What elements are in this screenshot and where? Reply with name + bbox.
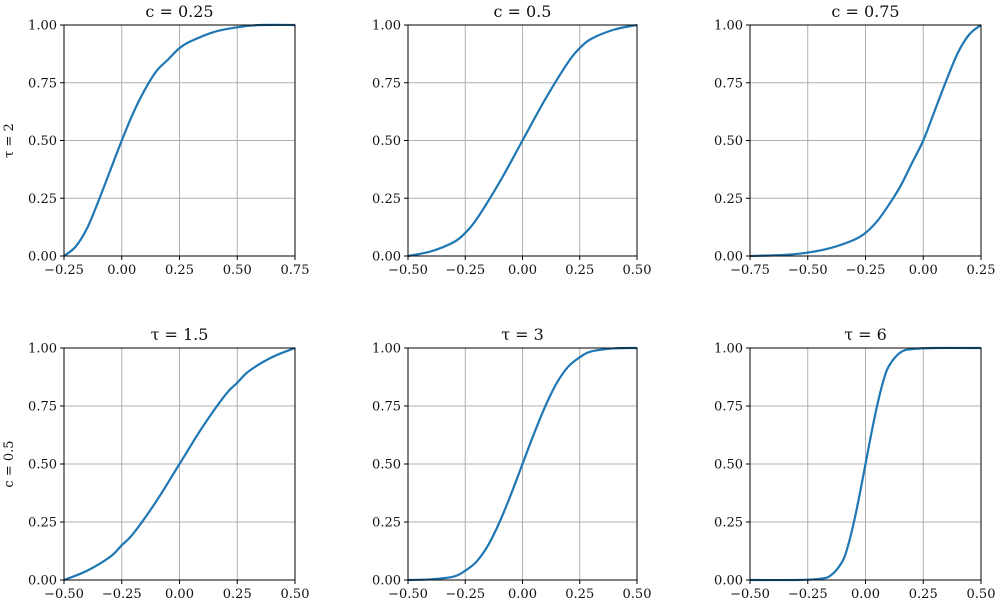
y-tick-label: 0.50 [714,134,743,149]
y-tick-label: 0.00 [714,250,743,265]
series-line-1 [749,24,982,258]
x-tick-label: 0.50 [623,263,652,278]
y-tick-label: 0.50 [372,458,401,473]
y-tick-label: 0.25 [714,516,743,531]
y-tick-label: 0.75 [372,400,401,415]
x-tick-label: 0.00 [107,263,136,278]
x-tick-label: −0.50 [388,587,428,602]
y-tick-label: 1.00 [714,19,743,34]
x-tick-label: 0.00 [909,263,938,278]
x-tick-label: 0.00 [508,587,537,602]
series-line-1 [407,346,638,582]
series-line-1 [407,23,638,258]
x-tick-label: 0.00 [165,587,194,602]
x-tick-label: −0.50 [388,263,428,278]
x-tick-label: 0.50 [967,587,996,602]
y-tick-label: 1.00 [372,342,401,357]
y-tick-label: 1.00 [28,342,57,357]
x-tick-label: 0.25 [967,263,996,278]
x-tick-label: 0.00 [851,587,880,602]
y-tick-label: 0.50 [372,134,401,149]
x-tick-label: −0.75 [730,263,770,278]
y-tick-label: 0.00 [28,574,57,589]
x-tick-label: −0.25 [102,587,142,602]
subplot-5: −0.50 −0.25 0.00 0.25 0.50 0.00 0.25 0.50 0.75 1.… [372,325,651,602]
subplot-title: c = 0.5 [494,2,552,21]
row-label: c = 0.5 [2,440,17,487]
x-tick-label: −0.25 [846,263,886,278]
y-tick-label: 0.50 [28,458,57,473]
subplot-2: −0.50 −0.25 0.00 0.25 0.50 0.00 0.25 0.50 0.75 1.… [372,2,651,278]
subplot-title: τ = 1.5 [151,325,209,344]
subplot-title: c = 0.75 [831,2,899,21]
y-tick-label: 0.75 [714,76,743,91]
y-tick-label: 1.00 [28,19,57,34]
y-tick-label: 0.75 [28,400,57,415]
y-tick-label: 1.00 [714,342,743,357]
x-tick-label: 0.00 [508,263,537,278]
x-tick-label: −0.50 [788,263,828,278]
y-tick-label: 0.25 [28,192,57,207]
x-tick-label: 0.25 [909,587,938,602]
x-tick-label: 0.25 [565,263,594,278]
y-tick-label: 0.75 [714,400,743,415]
y-tick-label: 0.00 [28,250,57,265]
y-tick-label: 0.00 [372,250,401,265]
x-tick-label: −0.25 [445,263,485,278]
x-tick-label: −0.50 [730,587,770,602]
row-label: τ = 2 [2,123,17,158]
x-tick-label: −0.25 [788,587,828,602]
subplot-4: −0.50 −0.25 0.00 0.25 0.50 0.00 0.25 0.50 0.75 1.… [2,325,309,602]
y-tick-label: 0.75 [28,76,57,91]
x-tick-label: 0.50 [223,263,252,278]
x-tick-label: −0.50 [44,587,84,602]
y-tick-label: 0.25 [372,516,401,531]
x-tick-label: −0.25 [445,587,485,602]
y-tick-label: 1.00 [372,19,401,34]
subplot-title: τ = 6 [844,325,887,344]
y-tick-label: 0.75 [372,76,401,91]
series-line-1 [749,346,982,582]
x-tick-label: 0.75 [281,263,310,278]
series-line-1 [63,23,296,257]
x-tick-label: 0.50 [281,587,310,602]
subplot-1: −0.25 0.00 0.25 0.50 0.750.000.250.500.751.0… [2,2,309,278]
subplot-3: −0.75 −0.50 −0.25 0.00 0.25 0.00 0.25 0.50 0.75 1… [714,2,995,278]
x-tick-label: 0.50 [623,587,652,602]
x-tick-label: 0.25 [565,587,594,602]
subplot-6: −0.50 −0.25 0.00 0.25 0.50 0.00 0.25 0.50 0.75 1.… [714,325,995,602]
subplot-title: τ = 3 [501,325,544,344]
x-tick-label: −0.25 [44,263,84,278]
subplot-title: c = 0.25 [145,2,213,21]
series-line-1 [63,346,296,582]
y-tick-label: 0.50 [28,134,57,149]
y-tick-label: 0.25 [372,192,401,207]
x-tick-label: 0.25 [165,263,194,278]
y-tick-label: 0.25 [714,192,743,207]
x-tick-label: 0.25 [223,587,252,602]
y-tick-label: 0.00 [372,574,401,589]
y-tick-label: 0.00 [714,574,743,589]
y-tick-label: 0.25 [28,516,57,531]
y-tick-label: 0.50 [714,458,743,473]
